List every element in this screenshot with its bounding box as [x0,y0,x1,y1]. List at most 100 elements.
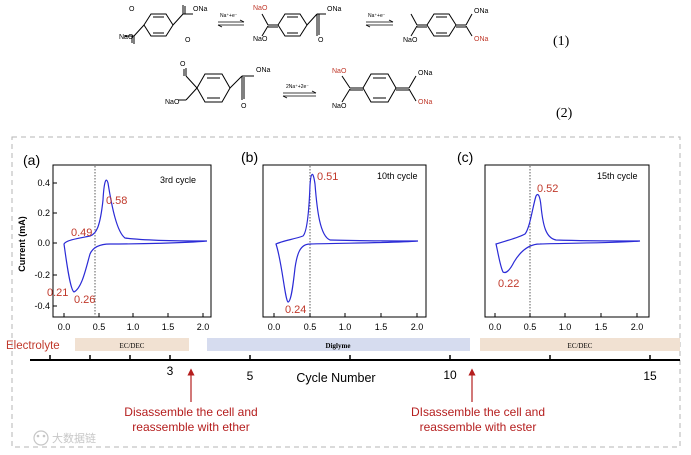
panel-b-cv-curve [275,173,419,303]
reaction-2-reactant [178,68,254,103]
y-tick-label: 0.4 [37,178,50,188]
equation-1-number: (1) [553,34,570,49]
reaction-2: O ONa NaO O 2Na⁺+2e⁻ NaO NaO ONa ONa (2) [165,61,573,121]
panel-c-cycle-label: 15th cycle [597,171,638,181]
reaction-1-reactant [124,5,193,44]
panel-c-ticks [494,313,638,317]
panel-c-x-tick-labels: 0.0 0.5 1.0 1.5 2.0 [489,322,644,332]
panel-a-cycle-label: 3rd cycle [160,175,196,185]
x-tick-label: 0.0 [489,322,502,332]
panel-b-cycle-label: 10th cycle [377,171,418,181]
annotation-left-line-2: reassemble with ether [132,420,249,434]
panel-a-ticks [53,182,204,317]
peak-label: 0.21 [47,287,68,299]
panel-c: (c) 0.0 0.5 1.0 1.5 2.0 15th cycle 0.52 … [457,149,650,332]
reaction-1-product-red-group: ONa [474,36,489,43]
watermark: 大数据链 [33,430,96,446]
panel-a-peak-labels: 0.58 0.49 0.21 0.26 [47,195,127,306]
oxygen-label: O [129,6,135,13]
oxygen-label: O [185,37,191,44]
y-tick-label: 0.2 [37,208,50,218]
y-tick-label: -0.4 [34,301,50,311]
electrolyte-bar-ester-1-label: EC/DEC [120,342,145,350]
reaction-1-equilibrium-arrow-1 [217,19,245,28]
panel-c-cv-curve [495,193,641,274]
panel-a-x-tick-labels: 0.0 0.5 1.0 1.5 2.0 [58,322,210,332]
reaction-2-equilibrium-arrow [282,90,317,99]
x-tick-label: 2.0 [631,322,644,332]
reaction-1-reactant-group-bottom: NaO [119,34,134,41]
x-tick-label: 1.5 [595,322,608,332]
reaction-1-arrow-1-label: Na⁺+e⁻ [220,13,238,19]
reaction-1-product [410,13,473,37]
electrolyte-bar-ether [207,338,470,351]
panel-b-peak-labels: 0.51 0.24 [285,171,338,316]
annotation-left-line-1: Disassemble the cell and [124,405,257,419]
panel-a: (a) 0.4 0.2 0.0 -0.2 -0.4 0.0 0.5 1.0 1.… [17,152,212,332]
peak-label: 0.24 [285,304,306,316]
x-tick-label: 1.0 [127,322,140,332]
reaction-2-product-red-left: NaO [332,68,347,75]
equation-2-number: (2) [556,106,573,121]
electrolyte-label: Electrolyte [6,340,60,352]
x-tick-label: 2.0 [411,322,424,332]
reaction-2-product-group-right: ONa [418,70,433,77]
x-tick-label: 2.0 [197,322,210,332]
reaction-2-arrow-label: 2Na⁺+2e⁻ [286,84,309,90]
y-axis-title: Current (mA) [17,216,27,272]
peak-label: 0.49 [71,227,92,239]
electrolyte-bar-ether-label: Diglyme [326,342,351,350]
oxygen-label: O [180,61,186,68]
panel-c-letter: (c) [457,149,473,165]
x-tick-label: 0.5 [524,322,537,332]
reaction-1-arrow-2-label: Na⁺+e⁻ [368,13,386,19]
reaction-2-reactant-group-bottom: NaO [165,99,180,106]
y-tick-label: -0.2 [34,270,50,280]
x-tick-label: 1.0 [339,322,352,332]
reaction-1-intermediate-group-left: NaO [253,36,268,43]
panel-a-cv-curve [63,179,208,293]
peak-label: 0.26 [74,294,95,306]
watermark-logo-icon [33,430,49,446]
x-tick-label: 0.5 [304,322,317,332]
cycle-tick-label: 15 [643,369,657,383]
reaction-2-product-group-left: NaO [332,103,347,110]
peak-label: 0.52 [537,183,558,195]
peak-label: 0.22 [498,278,519,290]
panel-a-plot-frame [52,164,212,318]
reaction-1-reactant-group-top: ONa [193,6,208,13]
cycle-tick-label: 5 [247,369,254,383]
panel-c-peak-labels: 0.52 0.22 [498,183,558,290]
panel-b-letter: (b) [241,149,258,165]
cycle-axis-title: Cycle Number [296,371,375,385]
cycle-axis-ticks [49,355,651,360]
reaction-1-intermediate-red-group: NaO [253,5,268,12]
electrolyte-bar-ester-2-label: EC/DEC [568,342,593,350]
reaction-1-equilibrium-arrow-2 [365,19,394,28]
oxygen-label: O [241,103,247,110]
cycle-tick-label: 10 [443,368,457,382]
panel-b-x-tick-labels: 0.0 0.5 1.0 1.5 2.0 [268,322,424,332]
x-tick-label: 1.0 [559,322,572,332]
panel-b: (b) 0.0 0.5 1.0 1.5 2.0 10th cycle 0.51 … [241,149,427,332]
y-tick-label: 0.0 [37,238,50,248]
annotation-right-line-2: reassemble with ester [420,420,537,434]
x-tick-label: 1.5 [162,322,175,332]
panel-b-ticks [273,313,418,317]
panel-a-y-tick-labels: 0.4 0.2 0.0 -0.2 -0.4 [34,178,50,311]
reaction-1-product-group-top: ONa [474,8,489,15]
reaction-2-reactant-group-top: ONa [256,67,271,74]
reaction-1-intermediate [261,13,326,37]
panel-a-letter: (a) [23,152,40,168]
oxygen-label: O [318,37,324,44]
peak-label: 0.58 [106,195,127,207]
x-tick-label: 1.5 [375,322,388,332]
cycle-tick-label: 3 [167,364,174,378]
electrolyte-bar-ester-2 [480,338,680,351]
panel-c-plot-frame [484,164,650,318]
reaction-2-product-red-right: ONa [418,99,433,106]
watermark-text: 大数据链 [52,431,96,445]
x-tick-label: 0.5 [93,322,106,332]
